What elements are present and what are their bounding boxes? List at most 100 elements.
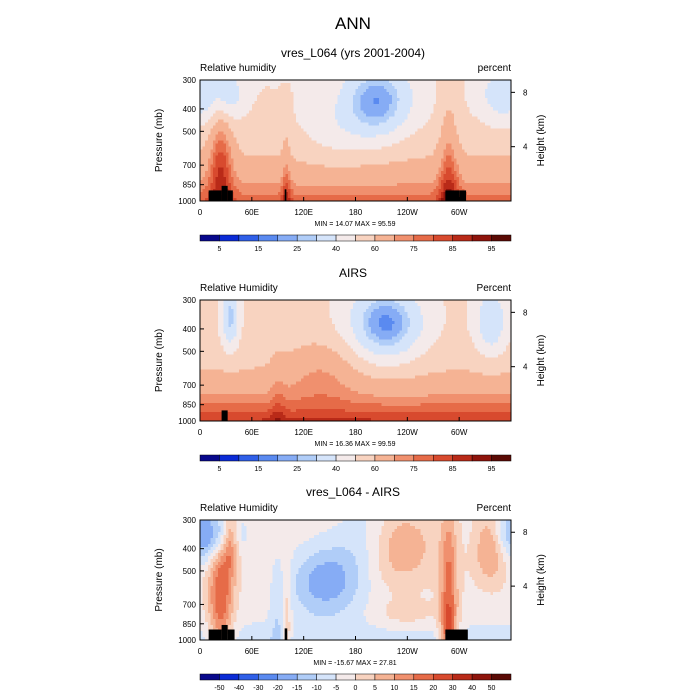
heatmap-cell xyxy=(334,170,338,175)
heatmap-cell xyxy=(339,194,343,199)
heatmap-cell xyxy=(376,134,380,138)
heatmap-cell xyxy=(218,185,222,190)
heatmap-cell xyxy=(415,95,419,99)
heatmap-cell xyxy=(264,128,268,132)
heatmap-cell xyxy=(282,149,286,153)
heatmap-cell xyxy=(368,89,372,93)
heatmap-cell xyxy=(205,104,209,108)
heatmap-cell xyxy=(319,101,323,105)
heatmap-cell xyxy=(324,164,328,169)
heatmap-cell xyxy=(308,179,312,184)
heatmap-cell xyxy=(389,179,393,184)
heatmap-cell xyxy=(277,134,281,138)
heatmap-cell xyxy=(254,146,258,150)
heatmap-cell xyxy=(404,167,408,172)
heatmap-cell xyxy=(293,173,297,178)
heatmap-cell xyxy=(451,140,455,144)
heatmap-cell xyxy=(251,110,255,114)
heatmap-cell xyxy=(212,110,216,114)
heatmap-cell xyxy=(479,125,483,129)
heatmap-cell xyxy=(425,137,429,141)
heatmap-cell xyxy=(301,173,305,178)
heatmap-cell xyxy=(479,107,483,111)
heatmap-cell xyxy=(347,155,351,160)
heatmap-cell xyxy=(446,155,450,160)
heatmap-cell xyxy=(345,164,349,169)
y2-axis-label: Height (km) xyxy=(536,115,547,167)
heatmap-cell xyxy=(231,146,235,150)
heatmap-cell xyxy=(280,92,284,96)
heatmap-cell xyxy=(324,149,328,153)
heatmap-cell xyxy=(391,191,395,196)
heatmap-cell xyxy=(376,83,380,87)
heatmap-cell xyxy=(425,128,429,132)
heatmap-cell xyxy=(231,185,235,190)
heatmap-cell xyxy=(381,131,385,135)
heatmap-cell xyxy=(202,95,206,99)
heatmap-cell xyxy=(301,191,305,196)
heatmap-cell xyxy=(218,107,222,111)
heatmap-cell xyxy=(448,158,452,163)
heatmap-cell xyxy=(371,131,375,135)
heatmap-cell xyxy=(474,131,478,135)
heatmap-cell xyxy=(218,92,222,96)
heatmap-cell xyxy=(394,161,398,166)
heatmap-cell xyxy=(212,83,216,87)
heatmap-cell xyxy=(231,140,235,144)
heatmap-cell xyxy=(350,197,354,202)
heatmap-cell xyxy=(215,155,219,160)
heatmap-cell xyxy=(381,101,385,105)
heatmap-cell xyxy=(212,137,216,141)
heatmap-cell xyxy=(376,92,380,96)
heatmap-cell xyxy=(420,122,424,126)
heatmap-cell xyxy=(244,197,248,202)
heatmap-cell xyxy=(384,179,387,184)
heatmap-cell xyxy=(412,173,416,178)
heatmap-cell xyxy=(339,197,343,202)
heatmap-cell xyxy=(275,143,279,147)
heatmap-cell xyxy=(433,80,437,84)
heatmap-cell xyxy=(220,158,224,163)
heatmap-cell xyxy=(249,122,253,126)
heatmap-cell xyxy=(314,128,318,132)
heatmap-cell xyxy=(342,107,346,111)
heatmap-cell xyxy=(435,83,439,87)
heatmap-cell xyxy=(277,107,281,111)
heatmap-cell xyxy=(381,83,385,87)
heatmap-cell xyxy=(339,140,343,144)
heatmap-cell xyxy=(316,197,320,202)
heatmap-cell xyxy=(402,164,406,169)
heatmap-cell xyxy=(417,185,421,190)
heatmap-cell xyxy=(428,131,432,135)
heatmap-cell xyxy=(420,188,424,193)
heatmap-cell xyxy=(360,113,364,117)
heatmap-cell xyxy=(238,188,242,193)
heatmap-cell xyxy=(275,164,279,169)
heatmap-cell xyxy=(345,188,349,193)
heatmap-cell xyxy=(453,170,457,175)
heatmap-cell xyxy=(363,146,367,150)
heatmap-cell xyxy=(295,116,299,120)
heatmap-cell xyxy=(303,107,307,111)
heatmap-cell xyxy=(275,197,279,202)
heatmap-cell xyxy=(381,197,385,202)
heatmap-cell xyxy=(321,152,325,157)
heatmap-cell xyxy=(399,146,403,150)
heatmap-cell xyxy=(288,300,292,304)
heatmap-cell xyxy=(233,152,237,157)
heatmap-cell xyxy=(381,119,385,123)
heatmap-cell xyxy=(347,83,351,87)
heatmap-cell xyxy=(303,300,307,304)
heatmap-cell xyxy=(324,158,328,163)
heatmap-cell xyxy=(228,140,232,144)
heatmap-cell xyxy=(482,146,486,150)
heatmap-cell xyxy=(238,122,242,126)
heatmap-cell xyxy=(371,83,375,87)
heatmap-cell xyxy=(267,155,271,160)
heatmap-cell xyxy=(329,167,333,172)
heatmap-cell xyxy=(482,134,486,138)
heatmap-cell xyxy=(503,152,507,157)
heatmap-cell xyxy=(399,95,403,99)
heatmap-cell xyxy=(360,173,364,178)
heatmap-cell xyxy=(282,131,286,135)
